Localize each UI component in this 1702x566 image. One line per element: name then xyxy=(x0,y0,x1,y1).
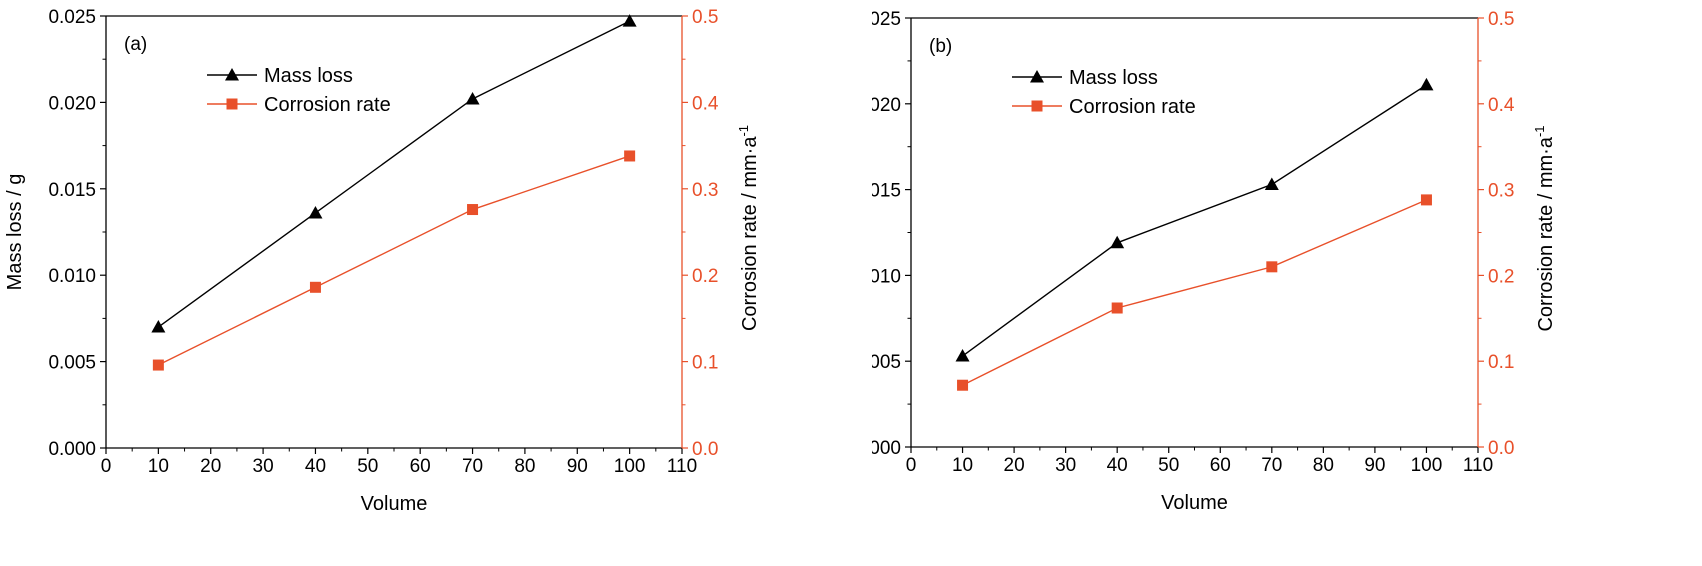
corrosion-rate-point xyxy=(1111,302,1123,314)
left-y-tick-label: 0.015 xyxy=(872,181,901,202)
right-y-tick-label: 0.3 xyxy=(692,180,718,201)
right-y-tick-label: 0.0 xyxy=(1488,438,1514,459)
x-tick-label: 40 xyxy=(1107,455,1128,476)
x-axis-title: Volume xyxy=(361,493,428,515)
left-y-tick-label: 0.010 xyxy=(872,266,901,287)
left-y-tick-label: 0.025 xyxy=(48,7,96,28)
right-y-axis-title: Corrosion rate / mm·a-1 xyxy=(736,125,761,331)
right-y-tick-label: 0.5 xyxy=(692,7,718,28)
left-y-tick-label: 0.025 xyxy=(872,9,901,30)
panel-label: (b) xyxy=(929,36,952,57)
right-y-axis-title-superscript: -1 xyxy=(1532,125,1547,137)
series-line-mass-loss xyxy=(962,84,1427,357)
right-y-tick-label: 0.2 xyxy=(692,266,718,287)
panel-label: (a) xyxy=(124,34,147,55)
right-y-tick-label: 0.1 xyxy=(692,353,718,374)
x-tick-label: 40 xyxy=(305,456,326,477)
right-y-axis-title-text: Corrosion rate / mm·a xyxy=(1535,136,1557,331)
x-tick-label: 100 xyxy=(614,456,646,477)
legend-marker-square xyxy=(226,98,238,110)
series-line-corrosion-rate xyxy=(158,155,630,366)
x-tick-label: 20 xyxy=(200,456,221,477)
right-y-tick-label: 0.0 xyxy=(692,439,718,460)
right-y-axis-title-text: Corrosion rate / mm·a xyxy=(739,136,761,331)
left-y-tick-label: 0.020 xyxy=(48,93,96,114)
right-y-tick-label: 0.5 xyxy=(1488,9,1514,30)
corrosion-rate-point xyxy=(467,204,479,216)
x-tick-label: 10 xyxy=(952,455,973,476)
x-tick-label: 110 xyxy=(1463,455,1493,476)
corrosion-rate-point xyxy=(1266,261,1278,273)
right-y-tick-label: 0.2 xyxy=(1488,266,1514,287)
legend-marker-triangle xyxy=(225,68,239,81)
x-tick-label: 100 xyxy=(1411,455,1443,476)
left-y-tick-label: 0.010 xyxy=(48,266,96,287)
left-y-tick-label: 0.015 xyxy=(48,180,96,201)
x-tick-label: 90 xyxy=(567,456,588,477)
right-y-axis-title-superscript: -1 xyxy=(736,125,751,137)
x-tick-label: 20 xyxy=(1004,455,1025,476)
x-tick-label: 80 xyxy=(1313,455,1334,476)
left-y-tick-label: 0.005 xyxy=(872,352,901,373)
x-tick-label: 30 xyxy=(1055,455,1076,476)
x-tick-label: 90 xyxy=(1364,455,1385,476)
x-tick-label: 70 xyxy=(462,456,483,477)
corrosion-rate-point xyxy=(624,150,636,162)
x-tick-label: 80 xyxy=(514,456,535,477)
chart-panel-b: 0 10 20 30 40 50 60 70 80 90 100 110 0.000 0.005 0.010… xyxy=(872,9,1557,514)
legend-label: Corrosion rate xyxy=(264,94,391,116)
left-y-tick-label: 0.000 xyxy=(48,439,96,460)
mass-loss-point xyxy=(1110,235,1125,249)
legend-label: Mass loss xyxy=(264,65,353,87)
right-y-axis-title: Corrosion rate / mm·a-1 xyxy=(1532,125,1557,331)
x-tick-label: 110 xyxy=(667,456,697,477)
legend-label: Mass loss xyxy=(1069,67,1158,89)
left-y-axis-title: Mass loss / g xyxy=(4,174,26,291)
x-tick-label: 10 xyxy=(148,456,169,477)
series-line-mass-loss xyxy=(157,20,630,328)
mass-loss-point xyxy=(465,91,480,105)
chart-panel-a: 0 10 20 30 40 50 60 70 80 90 100 110 0.000 0.005 0.010… xyxy=(4,7,761,515)
left-y-tick-label: 0.020 xyxy=(872,95,901,116)
legend-label: Corrosion rate xyxy=(1069,96,1196,118)
mass-loss-point xyxy=(151,320,166,333)
right-y-tick-label: 0.4 xyxy=(1488,95,1515,116)
legend-marker-square xyxy=(1031,100,1043,112)
mass-loss-point xyxy=(308,205,323,219)
x-tick-label: 0 xyxy=(101,456,112,477)
x-tick-label: 30 xyxy=(253,456,274,477)
right-y-tick-label: 0.1 xyxy=(1488,352,1514,373)
series-line-corrosion-rate xyxy=(962,199,1427,386)
x-tick-label: 60 xyxy=(1210,455,1231,476)
corrosion-rate-point xyxy=(1420,194,1432,206)
corrosion-rate-point xyxy=(957,379,969,391)
corrosion-rate-point xyxy=(309,281,321,293)
x-tick-label: 50 xyxy=(357,456,378,477)
left-y-tick-label: 0.005 xyxy=(48,353,96,374)
mass-loss-point xyxy=(955,349,970,362)
mass-loss-point xyxy=(1419,77,1434,91)
corrosion-rate-point xyxy=(152,359,164,371)
right-y-tick-label: 0.4 xyxy=(692,93,719,114)
x-tick-label: 0 xyxy=(906,455,917,476)
right-y-tick-label: 0.3 xyxy=(1488,181,1514,202)
x-tick-label: 50 xyxy=(1158,455,1179,476)
left-y-tick-label: 0.000 xyxy=(872,438,901,459)
x-axis-title: Volume xyxy=(1161,492,1228,514)
legend-marker-triangle xyxy=(1030,70,1044,83)
mass-loss-point xyxy=(1264,177,1279,190)
mass-loss-point xyxy=(622,14,637,27)
x-tick-label: 70 xyxy=(1261,455,1282,476)
x-tick-label: 60 xyxy=(410,456,431,477)
